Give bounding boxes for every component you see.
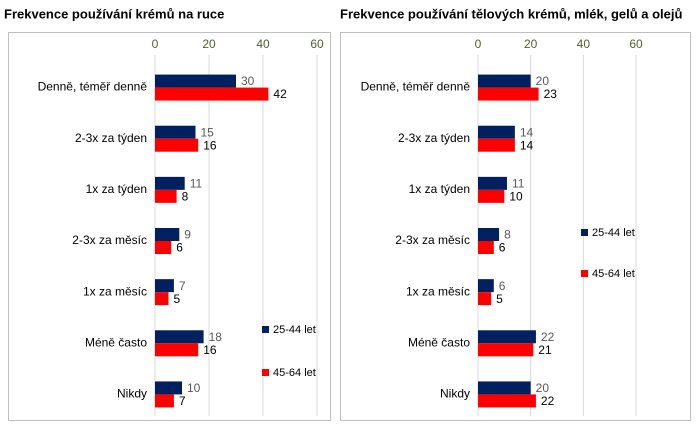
bar — [478, 138, 515, 152]
chart-title: Frekvence používání krémů na ruce — [4, 6, 224, 21]
value-label: 30 — [241, 74, 255, 88]
x-tick-label: 0 — [152, 37, 159, 51]
bar — [478, 343, 534, 357]
y-tick-label: 1x za týden — [409, 182, 470, 196]
value-label: 14 — [520, 138, 534, 152]
chart-title: Frekvence používání tělových krémů, mlék… — [340, 6, 683, 21]
y-tick-label: 1x za měsíc — [83, 284, 147, 298]
bar — [478, 87, 539, 101]
bar — [155, 176, 185, 190]
bar — [478, 74, 531, 88]
legend-label: 25-44 let — [592, 227, 635, 239]
value-label: 16 — [203, 138, 217, 152]
legend-swatch — [262, 369, 269, 376]
legend-swatch — [262, 326, 269, 333]
bar — [155, 138, 199, 152]
x-tick-label: 60 — [310, 37, 324, 51]
bar — [155, 189, 177, 203]
x-tick-label: 20 — [524, 37, 538, 51]
x-tick-label: 40 — [256, 37, 270, 51]
legend-swatch — [581, 270, 588, 277]
value-label: 8 — [504, 228, 511, 242]
y-tick-label: Denně, téměř denně — [38, 80, 148, 94]
value-label: 7 — [179, 279, 186, 293]
value-label: 5 — [174, 292, 181, 306]
value-label: 20 — [536, 381, 550, 395]
bar — [155, 394, 174, 408]
value-label: 16 — [203, 343, 217, 357]
bar — [478, 394, 536, 408]
y-tick-label: 1x za měsíc — [406, 284, 470, 298]
value-label: 23 — [544, 87, 558, 101]
value-label: 18 — [209, 330, 223, 344]
value-label: 11 — [512, 177, 525, 191]
y-tick-label: 2-3x za měsíc — [72, 233, 147, 247]
bar — [155, 292, 169, 306]
bar — [478, 279, 494, 293]
y-tick-label: Nikdy — [117, 387, 147, 401]
bar — [155, 87, 269, 101]
legend-swatch — [581, 229, 588, 236]
bar — [478, 330, 536, 344]
bar — [155, 330, 204, 344]
bar — [155, 381, 182, 395]
bar — [155, 125, 196, 139]
bar — [478, 189, 505, 203]
bar — [478, 381, 531, 395]
legend-label: 25-44 let — [273, 324, 316, 336]
value-label: 42 — [273, 87, 287, 101]
value-label: 21 — [538, 343, 552, 357]
legend-label: 45-64 let — [273, 367, 316, 379]
y-tick-label: 1x za týden — [86, 182, 147, 196]
y-tick-label: 2-3x za týden — [398, 131, 470, 145]
y-tick-label: Denně, téměř denně — [361, 80, 471, 94]
bar — [155, 279, 174, 293]
x-tick-label: 0 — [475, 37, 482, 51]
bar — [478, 292, 492, 306]
value-label: 6 — [499, 279, 506, 293]
value-label: 22 — [541, 330, 555, 344]
bar — [478, 125, 515, 139]
y-tick-label: Méně často — [408, 335, 470, 349]
y-tick-label: 2-3x za měsíc — [395, 233, 470, 247]
x-tick-label: 60 — [629, 37, 643, 51]
value-label: 6 — [499, 241, 506, 255]
x-tick-label: 20 — [202, 37, 216, 51]
value-label: 10 — [509, 190, 523, 204]
value-label: 8 — [182, 190, 189, 204]
value-label: 11 — [190, 177, 203, 191]
bar — [478, 241, 494, 254]
y-tick-label: 2-3x za týden — [75, 131, 147, 145]
value-label: 5 — [496, 292, 503, 306]
y-tick-label: Méně často — [85, 335, 147, 349]
bar — [155, 228, 180, 241]
bar — [155, 74, 236, 88]
y-tick-label: Nikdy — [440, 387, 470, 401]
value-label: 14 — [520, 125, 534, 139]
value-label: 9 — [184, 228, 191, 242]
bar — [155, 343, 199, 357]
value-label: 20 — [536, 74, 550, 88]
value-label: 10 — [187, 381, 201, 395]
bar — [155, 241, 172, 254]
bar — [478, 228, 500, 241]
bar — [478, 176, 507, 190]
value-label: 7 — [179, 394, 186, 408]
value-label: 6 — [176, 241, 183, 255]
x-tick-label: 40 — [577, 37, 591, 51]
value-label: 15 — [201, 125, 215, 139]
legend-label: 45-64 let — [592, 268, 635, 280]
value-label: 22 — [541, 394, 555, 408]
